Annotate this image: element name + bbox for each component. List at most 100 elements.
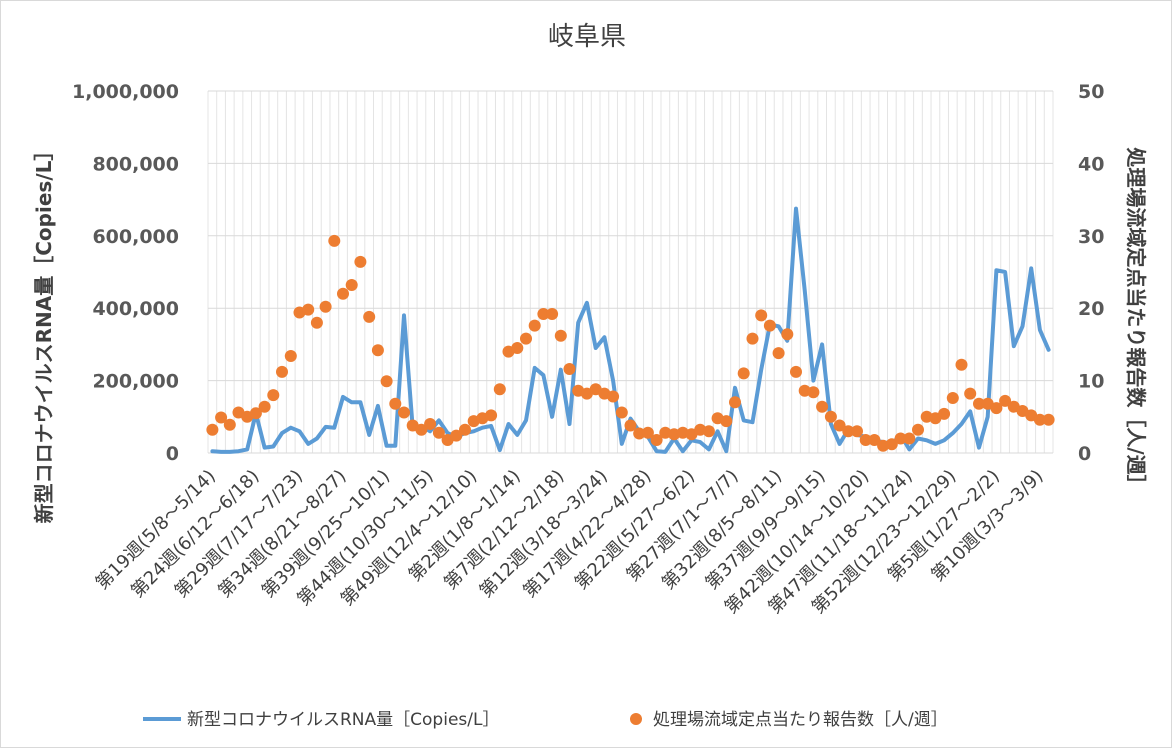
report-point [842, 425, 855, 438]
report-point [1033, 413, 1046, 426]
report-point [737, 367, 750, 380]
report-point [363, 310, 376, 323]
report-point [772, 347, 785, 360]
report-point [641, 426, 654, 439]
report-point [215, 411, 228, 424]
report-point [328, 234, 341, 247]
report-point [781, 328, 794, 341]
x-axis-tick-labels: 第19週(5/8～5/14)第24週(6/12～6/18)第29週(7/17～7… [92, 466, 1048, 619]
report-point [955, 358, 968, 371]
report-point [528, 319, 541, 332]
report-point [938, 407, 951, 420]
rna-line [210, 206, 1051, 454]
report-point [415, 423, 428, 436]
report-point [319, 300, 332, 313]
report-point [615, 406, 628, 419]
report-point [345, 279, 358, 291]
report-point [310, 316, 323, 329]
report-point [755, 309, 768, 322]
left-tick-label: 600,000 [92, 226, 179, 248]
horizontal-gridlines [208, 90, 1053, 454]
chart-title: 岐阜県 [548, 22, 626, 52]
report-point [563, 363, 576, 375]
report-point [249, 407, 262, 420]
vertical-gridlines [207, 91, 1054, 453]
report-point [973, 397, 985, 410]
right-axis-title: 処理場流域定点当たり報告数［人/週］ [1124, 147, 1148, 494]
report-point [607, 390, 620, 403]
report-point [206, 423, 219, 436]
report-point [258, 400, 271, 413]
report-point [964, 387, 977, 400]
legend-label-reports: 処理場流域定点当たり報告数［人/週］ [653, 710, 948, 730]
report-point [223, 418, 236, 431]
report-point [999, 394, 1012, 407]
report-point [624, 419, 637, 432]
report-point [302, 303, 315, 316]
report-point [546, 308, 559, 320]
right-axis-tick-labels: 0 10 20 30 40 50 [1078, 81, 1104, 465]
left-axis-title: 新型コロナウイルスRNA量［Copies/L］ [32, 141, 56, 524]
report-point [267, 389, 280, 402]
report-point [633, 427, 646, 440]
reports-series [206, 234, 1055, 452]
right-tick-label: 10 [1078, 371, 1104, 393]
left-tick-label: 800,000 [92, 153, 179, 175]
report-point [459, 423, 471, 436]
right-tick-label: 0 [1078, 443, 1091, 465]
report-point [729, 396, 741, 409]
left-tick-label: 400,000 [92, 298, 179, 320]
report-point [284, 350, 297, 362]
report-point [485, 409, 498, 422]
report-point [537, 308, 550, 320]
left-tick-label: 200,000 [92, 371, 179, 393]
report-point [650, 434, 663, 446]
report-point [1042, 413, 1055, 426]
report-point [912, 423, 924, 436]
report-point [276, 365, 288, 378]
report-point [371, 344, 384, 357]
report-point [763, 319, 776, 332]
report-point [946, 392, 959, 404]
report-point [424, 418, 437, 430]
report-point [990, 402, 1003, 415]
report-point [398, 406, 410, 419]
report-point [868, 434, 881, 446]
report-point [833, 419, 846, 432]
left-tick-label: 0 [166, 443, 179, 465]
report-point [389, 397, 402, 410]
report-point [824, 410, 837, 423]
report-point [894, 432, 907, 445]
report-point [851, 425, 863, 438]
legend: 新型コロナウイルスRNA量［Copies/L］ 処理場流域定点当たり報告数［人/… [143, 710, 948, 730]
report-point [746, 332, 759, 345]
report-point [816, 400, 829, 413]
report-point [520, 332, 532, 345]
report-point [511, 342, 524, 354]
report-point [859, 434, 872, 446]
right-tick-label: 50 [1078, 81, 1104, 103]
legend-dot-marker [630, 713, 642, 725]
left-axis-tick-labels: 0 200,000 400,000 600,000 800,000 1,000,000 [72, 81, 179, 465]
rna-series [210, 206, 1051, 454]
left-tick-label: 1,000,000 [72, 81, 179, 103]
right-tick-label: 20 [1078, 298, 1104, 320]
report-point [885, 438, 898, 451]
report-point [702, 425, 715, 438]
right-tick-label: 40 [1078, 153, 1104, 175]
report-point [432, 426, 445, 439]
report-point [720, 415, 733, 428]
report-point [380, 375, 393, 388]
right-tick-label: 30 [1078, 226, 1104, 248]
report-point [903, 432, 916, 445]
report-point [554, 329, 567, 342]
report-point [807, 386, 820, 399]
report-point [493, 383, 506, 396]
report-point [354, 255, 367, 268]
report-point [790, 365, 802, 378]
report-point [337, 287, 349, 300]
report-point [450, 429, 463, 442]
legend-label-rna: 新型コロナウイルスRNA量［Copies/L］ [187, 710, 499, 730]
